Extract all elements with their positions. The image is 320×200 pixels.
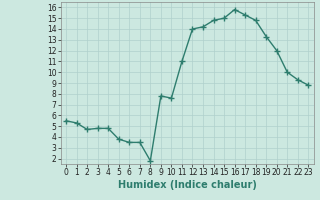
X-axis label: Humidex (Indice chaleur): Humidex (Indice chaleur) [118, 180, 257, 190]
